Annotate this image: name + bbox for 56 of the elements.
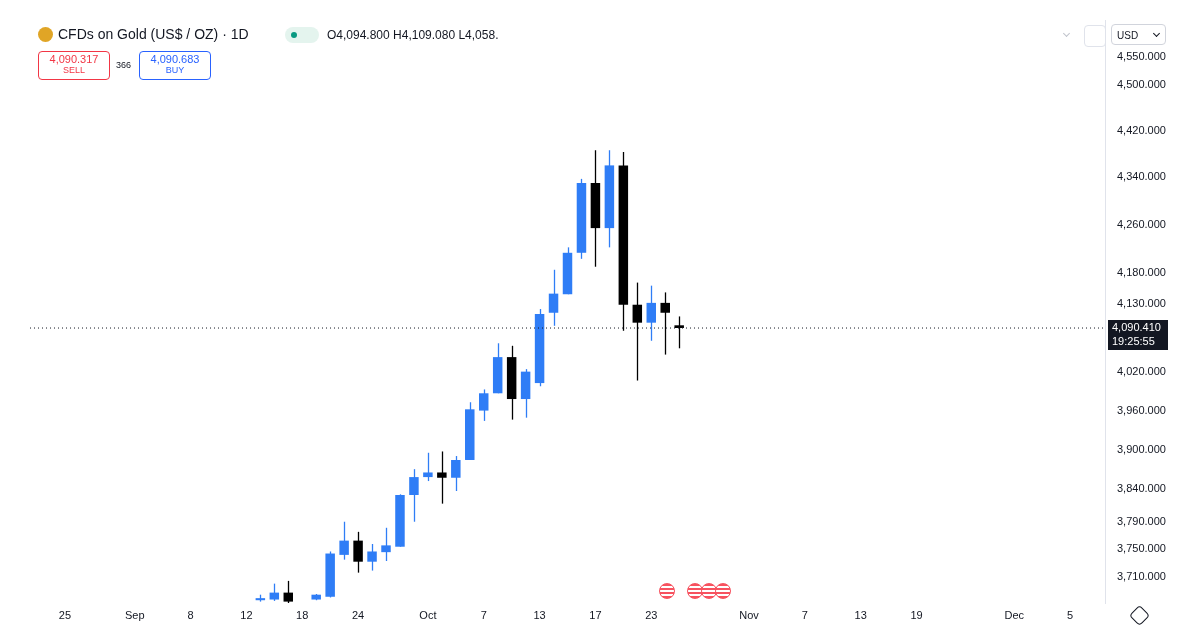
y-tick-label: 4,260.000 (1117, 217, 1166, 230)
x-tick-label: 24 (351, 608, 365, 621)
candlestick (548, 269, 559, 327)
x-tick-label: 18 (296, 608, 309, 621)
x-tick-label: 25 (58, 608, 72, 621)
candlestick (423, 452, 433, 482)
text: USD (1111, 24, 1166, 45)
candlestick (367, 543, 377, 572)
y-tick-label: 3,790.000 (1117, 515, 1166, 528)
candlestick (437, 450, 447, 505)
x-tick-label: Dec (1004, 608, 1025, 621)
y-tick-label: 4,500.000 (1117, 77, 1166, 90)
x-tick-label: 7 (801, 608, 808, 621)
y-tick-label: 4,420.000 (1117, 123, 1166, 136)
x-tick-label: 12 (240, 608, 253, 621)
x-tick-label: 8 (187, 608, 194, 621)
candlestick (353, 531, 363, 574)
x-tick-label: 19 (910, 608, 923, 621)
candlestick (646, 285, 657, 342)
candlestick (674, 315, 684, 349)
annotation: SELL (62, 65, 86, 75)
candlestick (660, 291, 670, 356)
text: 19:25:55 (1112, 335, 1155, 348)
y-tick-label: 3,900.000 (1117, 442, 1166, 455)
x-tick-label: Oct (419, 608, 437, 621)
x-tick-label: 17 (589, 608, 602, 621)
chart-title: CFDs on Gold (US$ / OZ) · 1D (58, 26, 249, 42)
x-tick-label: Nov (739, 608, 760, 621)
annotation: 4,090.683 (149, 53, 201, 65)
candlestick (478, 388, 489, 422)
x-tick-label: 13 (533, 608, 546, 621)
y-tick-label: 4,340.000 (1117, 170, 1166, 183)
candlestick (451, 455, 461, 492)
y-tick-label: 3,840.000 (1117, 482, 1166, 495)
x-tick-label: Sep (124, 608, 145, 621)
x-tick-label: 5 (1067, 608, 1074, 621)
candlestick (632, 281, 643, 382)
y-tick-label: 3,750.000 (1117, 542, 1166, 555)
candlestick (381, 527, 391, 562)
candlestick (339, 521, 349, 561)
annotation: BUY (164, 65, 186, 75)
y-tick-label: 4,020.000 (1117, 365, 1166, 378)
candlestick (409, 468, 419, 523)
x-tick-label: 7 (480, 608, 487, 621)
y-tick-label: 3,960.000 (1117, 403, 1166, 416)
y-tick-label: 4,180.000 (1117, 265, 1166, 278)
annotation: 4,090.317 (48, 53, 100, 65)
ref-line-label: 4,090.410 (1112, 321, 1161, 334)
candlestick (283, 580, 294, 604)
y-tick-label: 3,710.000 (1117, 569, 1166, 582)
annotation: O4,094.800 H4,109.080 L4,058. (327, 28, 499, 42)
x-tick-label: 23 (645, 608, 658, 621)
annotation: 366 (116, 60, 132, 70)
y-tick-label: 4,550.000 (1117, 49, 1166, 62)
x-tick-label: 13 (854, 608, 867, 621)
y-tick-label: 4,130.000 (1117, 296, 1166, 309)
